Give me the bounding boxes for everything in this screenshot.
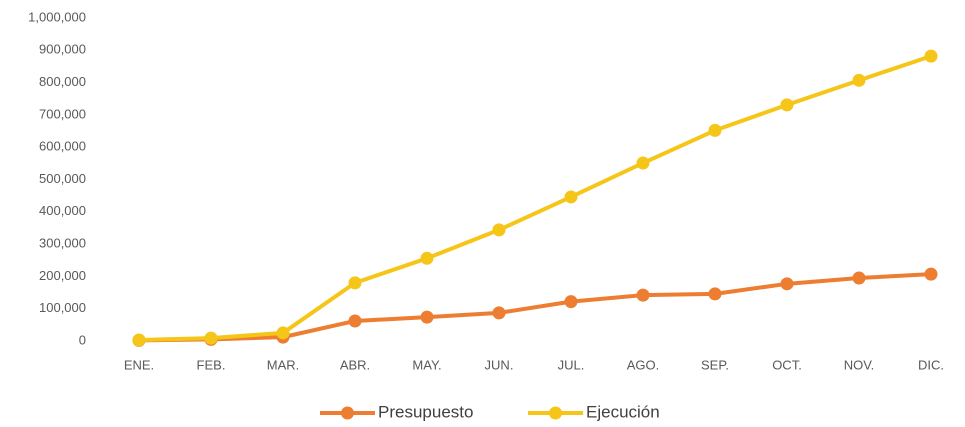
legend-label: Ejecución	[586, 402, 660, 421]
y-tick-label: 0	[79, 332, 86, 347]
x-tick-label: DIC.	[918, 357, 944, 372]
x-tick-label: JUL.	[558, 357, 585, 372]
legend-label: Presupuesto	[378, 402, 473, 421]
y-tick-label: 1,000,000	[28, 9, 86, 24]
data-point	[780, 98, 794, 112]
data-point	[420, 310, 434, 324]
y-tick-label: 400,000	[39, 203, 86, 218]
y-tick-label: 700,000	[39, 106, 86, 121]
x-tick-label: FEB.	[197, 357, 226, 372]
legend-marker	[341, 406, 354, 420]
data-point	[276, 326, 290, 340]
y-tick-label: 200,000	[39, 268, 86, 283]
y-tick-label: 300,000	[39, 236, 86, 251]
data-point	[132, 333, 146, 347]
data-point	[708, 123, 722, 137]
x-tick-label: JUN.	[485, 357, 514, 372]
data-point	[348, 314, 362, 328]
data-point	[636, 156, 650, 170]
y-tick-label: 800,000	[39, 74, 86, 89]
x-tick-label: NOV.	[844, 357, 875, 372]
data-point	[564, 295, 578, 309]
x-tick-label: MAR.	[267, 357, 300, 372]
x-tick-label: ABR.	[340, 357, 370, 372]
legend-marker	[549, 406, 562, 420]
x-tick-label: AGO.	[627, 357, 660, 372]
series-line	[138, 54, 932, 343]
data-point	[492, 306, 506, 320]
data-point	[852, 73, 866, 87]
data-point	[708, 287, 722, 301]
y-tick-label: 100,000	[39, 300, 86, 315]
data-point	[636, 288, 650, 302]
y-tick-label: 600,000	[39, 139, 86, 154]
data-point	[780, 277, 794, 291]
x-tick-label: MAY.	[412, 357, 441, 372]
data-point	[924, 267, 938, 281]
x-tick-label: OCT.	[772, 357, 802, 372]
data-point	[204, 331, 218, 345]
x-tick-label: SEP.	[701, 357, 729, 372]
data-point	[348, 276, 362, 290]
x-tick-label: ENE.	[124, 357, 154, 372]
data-point	[492, 223, 506, 237]
series-line	[138, 272, 932, 343]
data-point	[852, 271, 866, 285]
data-point	[564, 190, 578, 204]
y-tick-label: 900,000	[39, 42, 86, 57]
y-tick-label: 500,000	[39, 171, 86, 186]
data-point	[924, 49, 938, 63]
data-point	[420, 251, 434, 265]
